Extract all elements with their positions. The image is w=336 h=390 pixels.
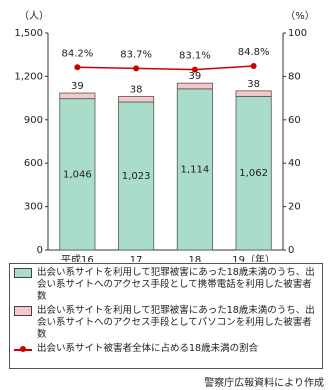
value-label: 83.7%	[120, 49, 152, 60]
y2-tick-label: 80	[288, 71, 301, 82]
value-label: 1,062	[239, 168, 268, 179]
bar-segment	[118, 101, 155, 251]
y2-tick-label: 20	[288, 202, 301, 213]
value-label: 1,023	[122, 171, 151, 182]
x-tick-label: 17	[130, 255, 143, 262]
y-tick-label: 1,500	[14, 28, 43, 39]
legend-item: 出会い系サイトを利用して犯罪被害にあった18歳未満のうち、出会い系サイトへのアク…	[14, 267, 318, 303]
y-tick-label: 900	[24, 115, 43, 126]
value-label: 39	[71, 81, 84, 92]
y-tick-label: 0	[37, 245, 43, 256]
value-label: 38	[130, 85, 143, 96]
value-label: 1,114	[181, 164, 210, 175]
line-marker	[133, 65, 140, 72]
x-tick-label: 平成16	[61, 254, 94, 262]
bar-segment	[235, 90, 272, 97]
value-label: 84.2%	[61, 48, 93, 59]
legend-swatch	[14, 268, 32, 278]
x-tick-label: 18	[189, 255, 202, 262]
y2-tick-label: 0	[288, 245, 294, 256]
legend-swatch	[14, 344, 32, 354]
value-label: 83.1%	[179, 51, 211, 62]
bar-segment	[235, 95, 272, 251]
legend-item: 出会い系サイト被害者全体に占める18歳未満の割合	[14, 343, 318, 355]
y-unit: （人）	[19, 10, 49, 22]
line-marker	[191, 66, 198, 73]
y2-tick-label: 100	[288, 28, 307, 39]
bar-segment	[59, 92, 96, 100]
y-tick-label: 1,200	[14, 71, 43, 82]
legend-swatch	[14, 306, 32, 316]
value-label: 84.8%	[238, 47, 270, 58]
x-tick-label: 19（年）	[232, 253, 275, 262]
bar-segment	[176, 88, 213, 251]
value-label: 39	[189, 71, 202, 82]
line-marker	[74, 64, 81, 71]
y2-tick-label: 40	[288, 158, 301, 169]
legend-item: 出会い系サイトを利用して犯罪被害にあった18歳未満のうち、出会い系サイトへのアク…	[14, 305, 318, 341]
y-tick-label: 300	[24, 202, 43, 213]
value-label: 1,046	[63, 169, 92, 180]
y2-unit: （%）	[285, 10, 315, 22]
bar-segment	[118, 96, 155, 103]
value-label: 38	[247, 79, 260, 90]
legend-label: 出会い系サイトを利用して犯罪被害にあった18歳未満のうち、出会い系サイトへのアク…	[37, 267, 315, 302]
source: 警察庁広報資料により作成	[204, 378, 324, 389]
y-tick-label: 600	[24, 158, 43, 169]
bar-segment	[176, 82, 213, 90]
chart: （人） （%） 0 300 600 900 1,200 1,500 0 20 40 60 80 100…	[14, 10, 315, 262]
bar-segment	[59, 98, 96, 251]
legend-label: 出会い系サイト被害者全体に占める18歳未満の割合	[37, 343, 259, 354]
legend: 出会い系サイトを利用して犯罪被害にあった18歳未満のうち、出会い系サイトへのアク…	[9, 263, 323, 369]
legend-label: 出会い系サイトを利用して犯罪被害にあった18歳未満のうち、出会い系サイトへのアク…	[37, 305, 315, 340]
y2-tick-label: 60	[288, 115, 301, 126]
line-marker	[250, 62, 257, 69]
line	[77, 65, 254, 71]
